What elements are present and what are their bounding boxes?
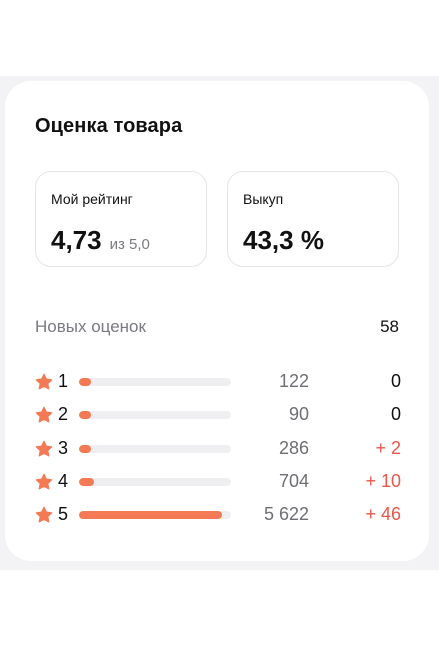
product-rating-card: Оценка товара Мой рейтинг 4,73 из 5,0 Вык… <box>5 81 429 561</box>
rating-bar-fill <box>79 411 91 420</box>
rating-row-5: 5 5 622 + 46 <box>35 504 401 537</box>
rating-row-4: 4 704 + 10 <box>35 471 401 504</box>
rating-bar-track <box>79 511 231 520</box>
buyout-box: Выкуп 43,3 % <box>227 171 399 267</box>
buyout-value: 43,3 % <box>243 225 324 255</box>
new-reviews-row: Новых оценок 58 <box>35 317 399 339</box>
rating-count: 122 <box>278 371 309 391</box>
rating-count: 90 <box>288 404 309 425</box>
rating-count: 286 <box>278 437 309 458</box>
my-rating-label: Мой рейтинг <box>51 191 133 207</box>
new-reviews-count: 58 <box>380 317 399 336</box>
rating-distribution: 1 122 0 2 90 0 3 286 + 2 4 704 + 10 5 5 622 + 46 <box>35 371 401 537</box>
rating-bar-fill <box>79 477 95 486</box>
rating-bar-fill <box>79 511 222 520</box>
rating-bar-fill <box>79 378 91 386</box>
my-rating-box: Мой рейтинг 4,73 из 5,0 <box>35 171 207 267</box>
rating-row-2: 2 90 0 <box>35 404 401 437</box>
rating-delta: + 10 <box>365 470 401 491</box>
rating-bar-track <box>79 477 231 486</box>
star-icon <box>35 440 53 458</box>
rating-delta: + 46 <box>365 504 401 525</box>
star-icon <box>35 506 53 524</box>
rating-level: 4 <box>58 470 69 491</box>
rating-level: 2 <box>58 404 69 425</box>
rating-level: 1 <box>58 371 69 391</box>
rating-bar-track <box>79 444 231 453</box>
rating-count: 704 <box>278 470 309 491</box>
rating-bar-track <box>79 411 231 420</box>
rating-row-3: 3 286 + 2 <box>35 438 401 471</box>
new-reviews-label: Новых оценок <box>35 317 146 336</box>
rating-bar-fill <box>79 444 91 453</box>
rating-bar-track <box>79 378 231 386</box>
rating-delta: 0 <box>390 371 401 391</box>
rating-count: 5 622 <box>263 504 309 525</box>
rating-delta: 0 <box>390 404 401 425</box>
buyout-label: Выкуп <box>243 191 284 207</box>
star-icon <box>35 373 53 391</box>
my-rating-value: 4,73 <box>51 225 102 255</box>
star-icon <box>35 473 53 491</box>
rating-delta: + 2 <box>375 437 401 458</box>
card-title: Оценка товара <box>35 115 183 137</box>
rating-level: 5 <box>58 504 69 525</box>
my-rating-value-wrap: 4,73 из 5,0 <box>51 225 150 256</box>
my-rating-scale: из 5,0 <box>109 236 150 253</box>
rating-row-1: 1 122 0 <box>35 371 401 404</box>
rating-level: 3 <box>58 437 69 458</box>
star-icon <box>35 406 53 424</box>
